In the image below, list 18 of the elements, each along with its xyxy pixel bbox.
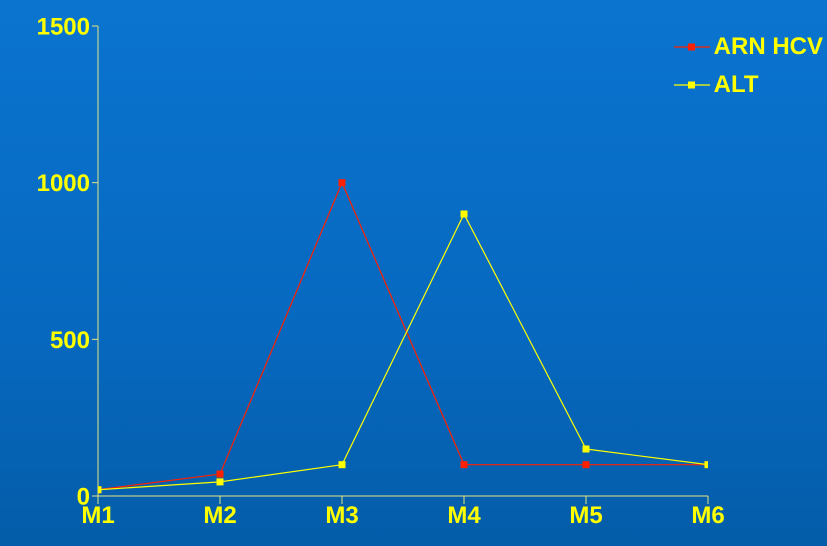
point <box>216 478 224 486</box>
legend-label: ARN HCV <box>714 33 823 61</box>
point <box>338 461 346 468</box>
point <box>460 461 468 468</box>
y-tick-label: 1000 <box>36 170 90 198</box>
point <box>338 179 346 186</box>
point <box>582 461 590 468</box>
legend-label: ALT <box>714 71 759 99</box>
x-tick-label: M6 <box>691 502 725 530</box>
x-tick-label: M4 <box>447 502 482 530</box>
x-tick-label: M2 <box>203 502 237 530</box>
point <box>460 210 468 218</box>
x-tick-label: M5 <box>569 502 603 530</box>
y-tick-label: 500 <box>50 326 90 354</box>
point <box>582 446 590 452</box>
y-tick-label: 1500 <box>36 14 90 41</box>
point <box>216 470 224 478</box>
x-tick-label: M3 <box>325 502 359 530</box>
